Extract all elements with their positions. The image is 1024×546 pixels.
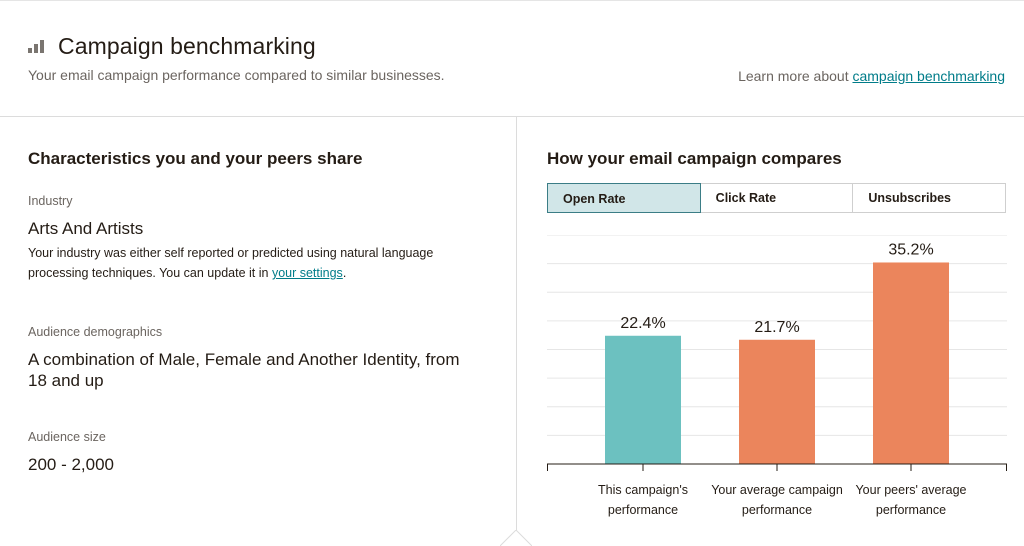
title-row: Campaign benchmarking	[28, 33, 316, 60]
industry-label: Industry	[28, 194, 73, 208]
bar	[739, 339, 815, 464]
divider-notch	[500, 530, 532, 546]
demographics-line2: 18 and up	[28, 371, 104, 390]
industry-help-line2: processing techniques. You can update it…	[28, 263, 498, 283]
tab-unsubscribes[interactable]: Unsubscribes	[853, 184, 1006, 212]
bar-value-label: 21.7%	[754, 319, 799, 336]
comparison-title: How your email campaign compares	[547, 149, 842, 168]
page-header: Campaign benchmarking Your email campaig…	[0, 0, 1024, 117]
campaign-benchmarking-link[interactable]: campaign benchmarking	[852, 68, 1005, 84]
tab-open-rate[interactable]: Open Rate	[547, 183, 701, 213]
page-subtitle: Your email campaign performance compared…	[28, 67, 445, 83]
learn-more-prefix: Learn more about	[738, 68, 853, 84]
bar-value-label: 22.4%	[620, 315, 665, 332]
demographics-line1: A combination of Male, Female and Anothe…	[28, 350, 460, 369]
industry-help-line2-prefix: processing techniques. You can update it…	[28, 266, 272, 280]
learn-more: Learn more about campaign benchmarking	[738, 68, 1005, 84]
x-tick-label: performance	[742, 503, 812, 517]
page-title: Campaign benchmarking	[58, 33, 316, 59]
bar-chart-icon	[28, 40, 46, 53]
comparison-panel: How your email campaign compares Open Ra…	[517, 117, 1024, 546]
industry-value: Arts And Artists	[28, 219, 144, 238]
demographics-label: Audience demographics	[28, 325, 163, 339]
tab-click-rate[interactable]: Click Rate	[700, 184, 854, 212]
characteristics-title: Characteristics you and your peers share	[28, 149, 363, 168]
bar	[873, 262, 949, 464]
demographics-value: A combination of Male, Female and Anothe…	[28, 349, 508, 391]
bar	[605, 335, 681, 464]
x-tick-label: Your average campaign	[711, 483, 843, 497]
x-tick-label: performance	[876, 503, 946, 517]
industry-help-line1: Your industry was either self reported o…	[28, 246, 434, 260]
open-rate-bar-chart: 22.4% This campaign's performance 21.7% Your…	[547, 235, 1007, 517]
audience-size-value: 200 - 2,000	[28, 455, 115, 474]
audience-size-label: Audience size	[28, 430, 106, 444]
x-tick-label: performance	[608, 503, 678, 517]
industry-help-suffix: .	[342, 266, 347, 280]
panel-divider	[516, 117, 517, 546]
industry-help: Your industry was either self reported o…	[28, 243, 498, 283]
frame-top-border	[0, 0, 1024, 1]
your-settings-link[interactable]: your settings	[271, 266, 343, 280]
x-tick-label: This campaign's	[598, 483, 688, 497]
bar-value-label: 35.2%	[888, 241, 933, 258]
metric-tabs: Open Rate Click Rate Unsubscribes	[547, 183, 1006, 213]
x-tick-label: Your peers' average	[855, 483, 966, 497]
